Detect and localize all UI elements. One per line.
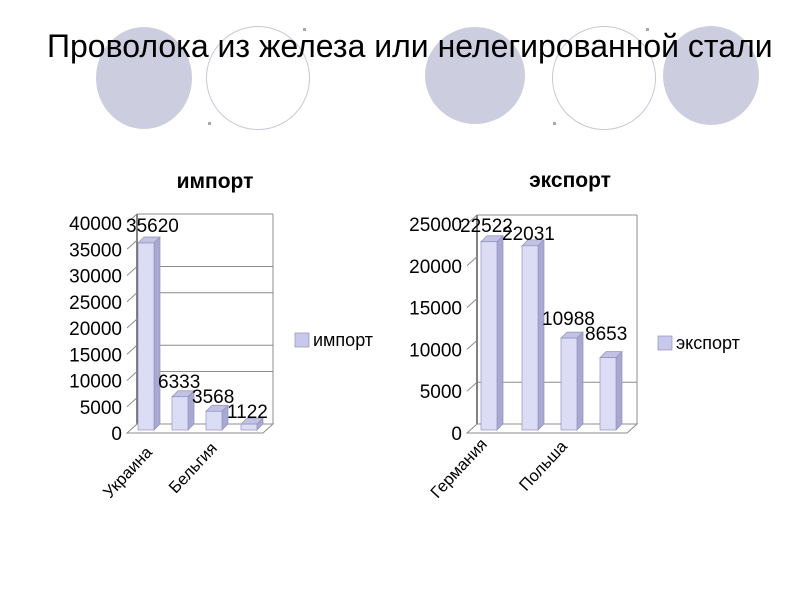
chart-title: экспорт xyxy=(529,169,611,192)
bar-front-face xyxy=(560,337,578,431)
bar-side-face xyxy=(153,236,161,431)
bar-front-face xyxy=(171,396,189,431)
bar-Украина xyxy=(137,236,161,431)
axis-tick xyxy=(126,292,138,303)
data-label: 22031 xyxy=(502,224,555,245)
y-tick-label: 30000 xyxy=(69,267,122,288)
bar-Германия xyxy=(480,234,504,431)
decorative-circle-filled xyxy=(96,27,192,129)
decorative-circle-filled xyxy=(425,27,525,124)
plot-floor xyxy=(465,423,639,434)
y-tick-label: 15000 xyxy=(409,299,462,320)
axis-tick xyxy=(126,344,138,355)
y-tick-label: 35000 xyxy=(69,240,122,261)
decorative-dot xyxy=(208,122,211,125)
axis-tick xyxy=(126,213,138,224)
decorative-circle-outline xyxy=(206,26,310,130)
export-chart: 25000 20000 15000 10000 5000 0 22522 22031 10988… xyxy=(400,155,780,505)
y-tick-label: 10000 xyxy=(409,340,462,361)
category-label: Украина xyxy=(100,443,157,502)
bar-Польша xyxy=(599,350,623,431)
decorative-circle-filled xyxy=(663,26,759,125)
y-tick-label: 20000 xyxy=(69,319,122,340)
y-tick-label: 15000 xyxy=(69,345,122,366)
category-label: Бельгия xyxy=(166,439,221,497)
bar-side-face xyxy=(496,234,504,431)
y-tick-label: 0 xyxy=(451,424,462,445)
legend-swatch xyxy=(294,332,310,348)
bar-Бельгия xyxy=(240,417,264,431)
axis-tick xyxy=(126,318,138,329)
axis-tick xyxy=(466,340,478,350)
bar-Польша xyxy=(560,331,584,431)
data-label: 10988 xyxy=(542,309,595,330)
axis-tick xyxy=(126,397,138,408)
data-label: 22522 xyxy=(460,216,513,237)
y-tick-label: 5000 xyxy=(420,382,462,403)
decorative-circle-outline xyxy=(552,26,656,130)
y-tick-label: 40000 xyxy=(69,214,122,235)
y-tick-label: 25000 xyxy=(69,293,122,314)
bar-Германия xyxy=(521,238,545,431)
y-tick-label: 5000 xyxy=(80,398,122,419)
axis-tick xyxy=(126,371,138,381)
category-label: Польша xyxy=(516,437,572,495)
data-label: 8653 xyxy=(585,324,627,345)
slide-title: Проволока из железа или нелегированной с… xyxy=(47,28,773,64)
bar-front-face xyxy=(599,357,617,431)
y-tick-label: 20000 xyxy=(409,257,462,278)
data-label: 35620 xyxy=(126,216,179,237)
data-label: 6333 xyxy=(158,372,200,393)
import-chart: 40000 35000 30000 25000 20000 15000 10000 5000 0… xyxy=(60,155,400,505)
bar-front-face xyxy=(521,245,539,431)
axis-tick xyxy=(126,266,138,276)
axis-tick xyxy=(126,239,138,250)
legend-label: импорт xyxy=(313,330,373,350)
axis-tick xyxy=(466,298,478,308)
bar-front-face xyxy=(205,410,223,431)
decorative-dot xyxy=(303,28,306,31)
axis-tick xyxy=(466,381,478,392)
category-label: Германия xyxy=(427,435,491,501)
legend-label: экспорт xyxy=(676,333,740,353)
data-label: 3568 xyxy=(192,387,234,408)
y-tick-label: 25000 xyxy=(409,215,462,236)
bar-front-face xyxy=(480,241,498,431)
y-tick-label: 10000 xyxy=(69,372,122,393)
bar-side-face xyxy=(576,331,584,431)
data-label: 1122 xyxy=(227,402,268,423)
axis-tick xyxy=(466,214,478,225)
decorative-dot xyxy=(553,122,556,125)
chart-title: импорт xyxy=(177,170,254,193)
bar-side-face xyxy=(537,238,545,431)
axis-tick xyxy=(466,256,478,267)
bar-front-face xyxy=(137,242,155,431)
decorative-dot xyxy=(646,28,649,31)
legend-swatch xyxy=(657,335,673,351)
plot-floor xyxy=(125,423,275,434)
bar-side-face xyxy=(615,350,623,431)
chart-canvas: 40000 35000 30000 25000 20000 15000 10000 5000 0… xyxy=(69,170,373,502)
bar-Бельгия xyxy=(205,404,229,431)
bar-Украина xyxy=(171,389,195,431)
y-tick-label: 0 xyxy=(111,424,122,445)
bar-front-face xyxy=(240,423,258,431)
